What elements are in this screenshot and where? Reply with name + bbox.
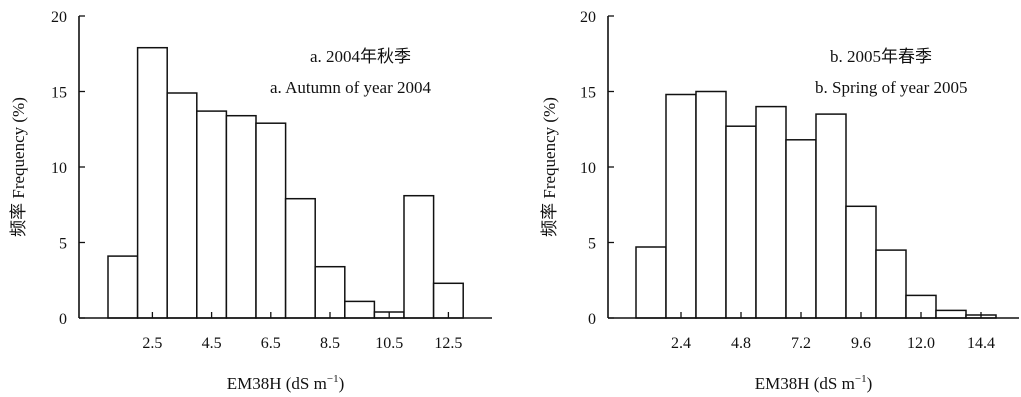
chart-panel-a: 0 5 10 15 20 2.5 4.5 6.5 8.5 10.5 12.5 EM38H (dS m−… [9,9,492,393]
panel-subtitle-en: a. Autumn of year 2004 [270,78,431,97]
histogram-bar [166,92,198,319]
x-tick-label: 12.5 [434,335,462,352]
y-tick-label: 5 [59,236,67,253]
x-tick-label: 9.6 [851,335,871,352]
x-tick-label: 4.8 [731,335,751,352]
histogram-bar [725,125,757,319]
histogram-bar [196,110,228,319]
histogram-bar [755,105,787,319]
x-tick-label: 12.0 [907,335,935,352]
y-tick-label: 15 [580,85,596,102]
y-tick-label: 20 [580,9,596,26]
x-tick-label: 8.5 [320,335,340,352]
histogram-bar [432,282,464,319]
histogram-bar [107,255,139,319]
histogram-bar [225,114,257,319]
y-axis-title: 频率 Frequency (%) [540,97,559,237]
x-axis-title: EM38H (dS m−1) [755,373,873,393]
x-axis-title: EM38H (dS m−1) [227,373,345,393]
y-axis-title: 频率 Frequency (%) [9,97,28,237]
histogram-bar [344,300,376,319]
histogram-bar [314,265,346,319]
x-tick-label: 6.5 [261,335,281,352]
y-tick-label: 0 [588,311,596,328]
histogram-bar [635,246,667,319]
x-tick-label: 14.4 [967,335,995,352]
x-tick-label: 10.5 [375,335,403,352]
y-tick-label: 5 [588,236,596,253]
y-tick-label: 10 [51,160,67,177]
histogram-bar [935,309,967,319]
panel-subtitle-cn: b. 2005年春季 [830,47,932,66]
y-tick-label: 20 [51,9,67,26]
histogram-bar [875,249,907,319]
histogram-bar [845,205,877,319]
histogram-bar [665,93,697,319]
x-tick-label: 7.2 [791,335,811,352]
histogram-bar [255,122,287,319]
histogram-bar [785,139,817,319]
histogram-bar [815,113,847,319]
histogram-bar [136,46,168,319]
x-tick-label: 2.4 [671,335,691,352]
panel-subtitle-en: b. Spring of year 2005 [815,78,968,97]
histogram-bar [284,197,316,319]
histogram-bar [403,194,435,319]
y-tick-label: 10 [580,160,596,177]
x-tick-label: 2.5 [142,335,162,352]
panel-subtitle-cn: a. 2004年秋季 [310,47,411,66]
y-tick-label: 15 [51,85,67,102]
x-tick-label: 4.5 [202,335,222,352]
y-tick-label: 0 [59,311,67,328]
chart-panel-b: 0 5 10 15 20 2.4 4.8 7.2 9.6 12.0 14.4 EM38H (dS m−… [540,9,1019,393]
histogram-bar [695,90,727,319]
